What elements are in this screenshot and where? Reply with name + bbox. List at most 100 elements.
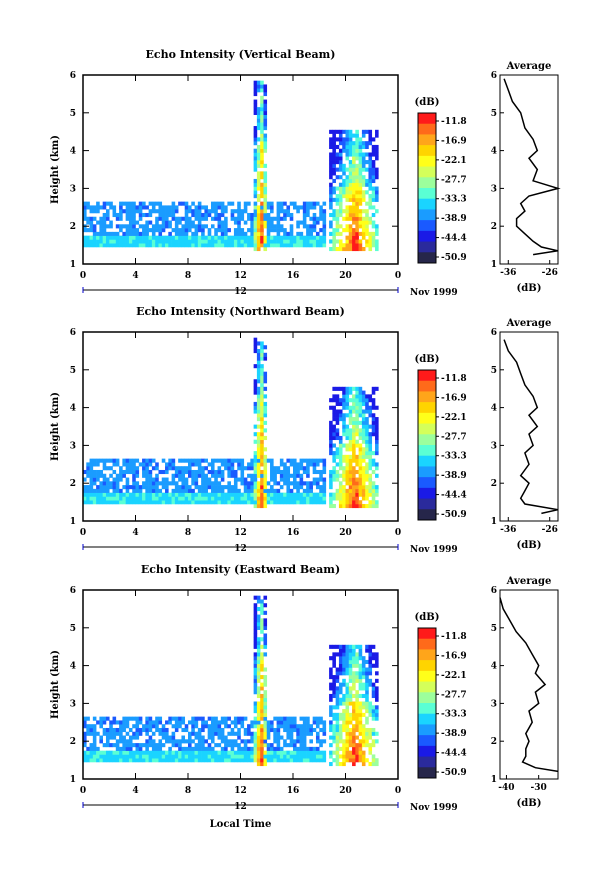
heatmap-cell — [240, 473, 245, 478]
heatmap-cell — [345, 731, 350, 736]
heatmap-cell — [145, 739, 149, 744]
heatmap-cell — [155, 750, 159, 755]
heatmap-cell — [368, 731, 373, 736]
heatmap-cell — [119, 243, 123, 248]
heatmap-cell — [220, 750, 225, 755]
heatmap-cell — [260, 469, 264, 475]
heatmap-cell — [342, 443, 346, 448]
heatmap-cell — [276, 488, 281, 493]
heatmap-cell — [105, 201, 110, 206]
heatmap-cell — [338, 466, 343, 471]
heatmap-cell — [168, 224, 172, 229]
heatmap-cell — [194, 224, 199, 229]
heatmap-cell — [263, 458, 268, 463]
heatmap-cell — [309, 500, 313, 505]
heatmap-cell — [368, 405, 373, 410]
heatmap-cell — [168, 758, 172, 763]
heatmap-cell — [151, 750, 156, 755]
heatmap-cell — [256, 644, 261, 649]
heatmap-cell — [302, 720, 307, 725]
heatmap-cell — [283, 212, 287, 218]
heatmap-cell — [355, 401, 359, 407]
heatmap-cell — [322, 201, 327, 206]
heatmap-cell — [194, 724, 199, 729]
heatmap-cell — [224, 462, 228, 467]
heatmap-cell — [89, 239, 94, 244]
heatmap-cell — [260, 667, 264, 672]
heatmap-cell — [99, 735, 103, 740]
heatmap-cell — [83, 243, 87, 248]
heatmap-cell — [352, 205, 356, 210]
heatmap-cell — [365, 462, 369, 467]
heatmap-cell — [220, 469, 225, 475]
heatmap-cell — [273, 731, 277, 736]
heatmap-cell — [352, 682, 356, 687]
heatmap-cell — [283, 216, 287, 221]
heatmap-cell — [253, 386, 258, 391]
panel-title: Echo Intensity (Northward Beam) — [136, 305, 345, 318]
heatmap-cell — [293, 754, 297, 759]
heatmap-cell — [260, 447, 264, 452]
heatmap-cell — [135, 743, 140, 748]
heatmap-cell — [375, 652, 379, 657]
heatmap-cell — [260, 435, 264, 441]
heatmap-cell — [299, 754, 304, 759]
heatmap-cell — [256, 114, 261, 119]
heatmap-cell — [345, 144, 350, 150]
heatmap-cell — [240, 466, 245, 471]
heatmap-cell — [174, 243, 179, 248]
heatmap-cell — [335, 469, 340, 475]
heatmap-cell — [148, 743, 153, 748]
heatmap-cell — [155, 243, 159, 248]
x-tick-label: 20 — [339, 786, 352, 796]
heatmap-cell — [358, 386, 363, 391]
heatmap-cell — [214, 716, 218, 721]
heatmap-cell — [270, 458, 274, 463]
heatmap-cell — [335, 735, 340, 740]
heatmap-cell — [247, 485, 251, 490]
heatmap-cell — [293, 462, 297, 467]
heatmap-cell — [230, 239, 235, 244]
heatmap-cell — [289, 716, 294, 721]
heatmap-cell — [365, 739, 369, 744]
heatmap-cell — [355, 485, 359, 490]
heatmap-cell — [132, 462, 136, 467]
heatmap-cell — [329, 171, 333, 176]
heatmap-cell — [201, 473, 205, 478]
heatmap-cell — [368, 201, 373, 206]
heatmap-cell — [329, 503, 333, 509]
heatmap-cell — [319, 720, 323, 725]
heatmap-cell — [348, 469, 353, 475]
heatmap-cell — [338, 231, 343, 236]
heatmap-cell — [355, 754, 359, 759]
heatmap-cell — [302, 481, 307, 486]
heatmap-cell — [309, 231, 313, 236]
heatmap-cell — [352, 644, 356, 649]
heatmap-cell — [352, 197, 356, 202]
heatmap-cell — [138, 720, 143, 725]
heatmap-cell — [148, 477, 153, 482]
heatmap-cell — [289, 231, 294, 236]
heatmap-cell — [237, 228, 241, 233]
heatmap-cell — [250, 216, 254, 221]
heatmap-cell — [184, 466, 189, 471]
heatmap-cell — [256, 243, 261, 248]
heatmap-cell — [342, 243, 346, 248]
heatmap-cell — [329, 156, 333, 161]
heatmap-cell — [145, 477, 149, 482]
heatmap-cell — [204, 473, 208, 478]
heatmap-cell — [207, 500, 212, 505]
heatmap-cell — [375, 171, 379, 176]
heatmap-cell — [361, 739, 366, 744]
heatmap-cell — [319, 212, 323, 218]
heatmap-cell — [125, 746, 130, 751]
heatmap-cell — [338, 761, 343, 767]
heatmap-cell — [286, 212, 291, 218]
heatmap-cell — [256, 432, 261, 437]
heatmap-cell — [348, 675, 353, 680]
heatmap-cell — [332, 239, 336, 244]
heatmap-cell — [151, 477, 156, 482]
heatmap-cell — [253, 659, 258, 665]
heatmap-cell — [338, 716, 343, 721]
heatmap-cell — [99, 754, 103, 759]
